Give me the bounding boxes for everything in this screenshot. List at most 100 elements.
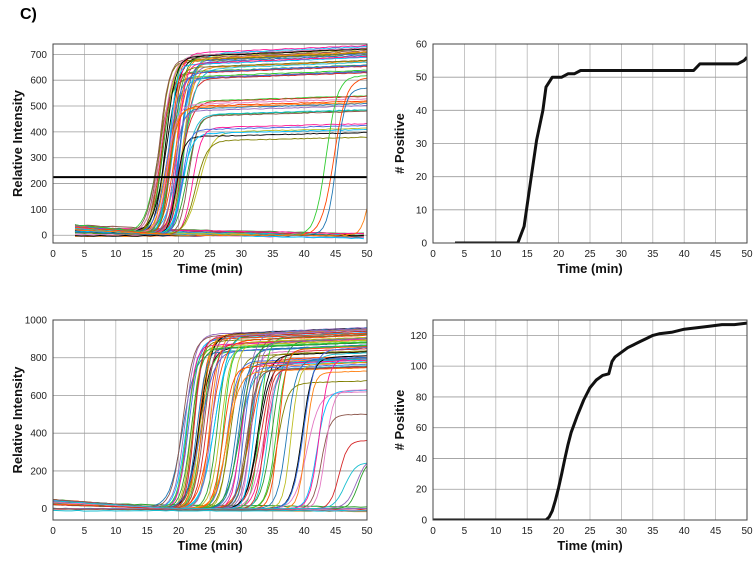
x-axis-label: Time (min) bbox=[177, 538, 243, 553]
x-tick-label: 40 bbox=[299, 249, 311, 260]
x-axis-label: Time (min) bbox=[557, 261, 623, 276]
amplification-curve bbox=[74, 70, 367, 233]
x-tick-label: 35 bbox=[267, 526, 279, 537]
amplification-curve bbox=[75, 69, 367, 232]
chart-2: 0 5 10 15 20 25 30 35 40 45 50 0 10 20 30 40 50 60 Time (m… bbox=[392, 40, 753, 277]
amplification-curve bbox=[74, 102, 367, 235]
x-tick-label: 30 bbox=[236, 249, 248, 260]
x-tick-label: 15 bbox=[522, 249, 534, 260]
plot-area bbox=[53, 327, 367, 513]
x-tick-label: 10 bbox=[110, 526, 122, 537]
y-tick-label: 60 bbox=[416, 40, 428, 51]
x-tick-label: 50 bbox=[361, 526, 373, 537]
x-tick-label: 5 bbox=[82, 526, 88, 537]
y-tick-label: 300 bbox=[30, 153, 47, 164]
x-tick-label: 0 bbox=[430, 249, 436, 260]
y-tick-label: 20 bbox=[416, 172, 428, 183]
x-tick-label: 25 bbox=[204, 526, 216, 537]
y-tick-label: 20 bbox=[416, 485, 428, 496]
x-tick-label: 20 bbox=[553, 249, 565, 260]
baseline-curve bbox=[74, 227, 364, 235]
y-tick-label: 600 bbox=[30, 391, 47, 402]
y-tick-label: 40 bbox=[416, 106, 428, 117]
amplification-curve bbox=[75, 55, 367, 235]
plot-area bbox=[53, 44, 367, 240]
x-axis-label: Time (min) bbox=[557, 538, 623, 553]
x-tick-label: 25 bbox=[584, 526, 596, 537]
amplification-curve bbox=[74, 53, 367, 233]
plot-frame bbox=[432, 43, 748, 244]
y-tick-label: 100 bbox=[30, 205, 47, 216]
x-tick-label: 50 bbox=[741, 249, 753, 260]
x-tick-label: 45 bbox=[710, 249, 722, 260]
plot-area bbox=[433, 321, 747, 520]
amplification-curve bbox=[74, 51, 367, 234]
x-tick-label: 0 bbox=[430, 526, 436, 537]
y-tick-label: 0 bbox=[421, 516, 427, 527]
amplification-curve bbox=[74, 64, 367, 234]
x-tick-label: 40 bbox=[679, 249, 691, 260]
x-tick-label: 10 bbox=[490, 526, 502, 537]
x-tick-label: 35 bbox=[647, 526, 659, 537]
y-tick-label: 800 bbox=[30, 353, 47, 364]
x-tick-label: 30 bbox=[616, 526, 628, 537]
y-tick-label: 50 bbox=[416, 73, 428, 84]
y-tick-label: 200 bbox=[30, 179, 47, 190]
amplification-curve bbox=[74, 65, 367, 232]
x-tick-label: 45 bbox=[330, 526, 342, 537]
chart-4: 0 5 10 15 20 25 30 35 40 45 50 0 20 40 60 80 100 120 Time … bbox=[392, 319, 753, 553]
amplification-curve bbox=[74, 60, 367, 233]
amplification-curve bbox=[74, 55, 367, 234]
y-axis-label: # Positive bbox=[392, 113, 407, 174]
x-tick-label: 50 bbox=[741, 526, 753, 537]
y-tick-label: 500 bbox=[30, 102, 47, 113]
plot-frame bbox=[432, 319, 748, 521]
x-tick-label: 20 bbox=[173, 249, 185, 260]
x-tick-label: 40 bbox=[299, 526, 311, 537]
chart-3: 0 5 10 15 20 25 30 35 40 45 50 0 200 400 600 800 1000 Tim… bbox=[10, 316, 373, 554]
x-tick-label: 35 bbox=[267, 249, 279, 260]
x-tick-label: 25 bbox=[204, 249, 216, 260]
x-tick-label: 45 bbox=[330, 249, 342, 260]
y-tick-label: 80 bbox=[416, 392, 428, 403]
amplification-curve bbox=[74, 71, 367, 236]
amplification-curve bbox=[74, 64, 367, 233]
amplification-curve bbox=[74, 136, 367, 236]
amplification-curve bbox=[74, 59, 367, 235]
x-tick-label: 20 bbox=[553, 526, 565, 537]
x-tick-label: 30 bbox=[236, 526, 248, 537]
amplification-curve bbox=[53, 462, 367, 510]
x-tick-label: 50 bbox=[361, 249, 373, 260]
y-tick-label: 600 bbox=[30, 76, 47, 87]
x-tick-label: 30 bbox=[616, 249, 628, 260]
x-tick-label: 5 bbox=[462, 526, 468, 537]
y-tick-label: 400 bbox=[30, 127, 47, 138]
plot-frame bbox=[52, 43, 368, 244]
y-axis-label: Relative Intensity bbox=[10, 89, 25, 197]
y-axis-label: Relative Intensity bbox=[10, 366, 25, 474]
x-axis-label: Time (min) bbox=[177, 261, 243, 276]
amplification-curve bbox=[74, 71, 367, 234]
amplification-curve bbox=[74, 124, 367, 235]
x-tick-label: 15 bbox=[522, 526, 534, 537]
y-tick-label: 0 bbox=[421, 239, 427, 250]
x-tick-label: 10 bbox=[490, 249, 502, 260]
baseline-curve bbox=[53, 509, 367, 512]
amplification-curve bbox=[74, 56, 367, 235]
amplification-curve bbox=[74, 48, 367, 234]
x-tick-label: 15 bbox=[142, 249, 154, 260]
y-tick-label: 10 bbox=[416, 205, 428, 216]
y-tick-label: 120 bbox=[410, 331, 427, 342]
amplification-curve bbox=[74, 61, 367, 235]
y-tick-label: 200 bbox=[30, 466, 47, 477]
amplification-curve bbox=[74, 48, 367, 235]
panel-label: C) bbox=[20, 6, 37, 23]
y-tick-label: 30 bbox=[416, 139, 428, 150]
x-tick-label: 0 bbox=[50, 526, 56, 537]
amplification-curve bbox=[74, 51, 367, 235]
x-tick-label: 5 bbox=[82, 249, 88, 260]
amplification-curve bbox=[74, 128, 367, 235]
x-tick-label: 40 bbox=[679, 526, 691, 537]
x-tick-label: 35 bbox=[647, 249, 659, 260]
